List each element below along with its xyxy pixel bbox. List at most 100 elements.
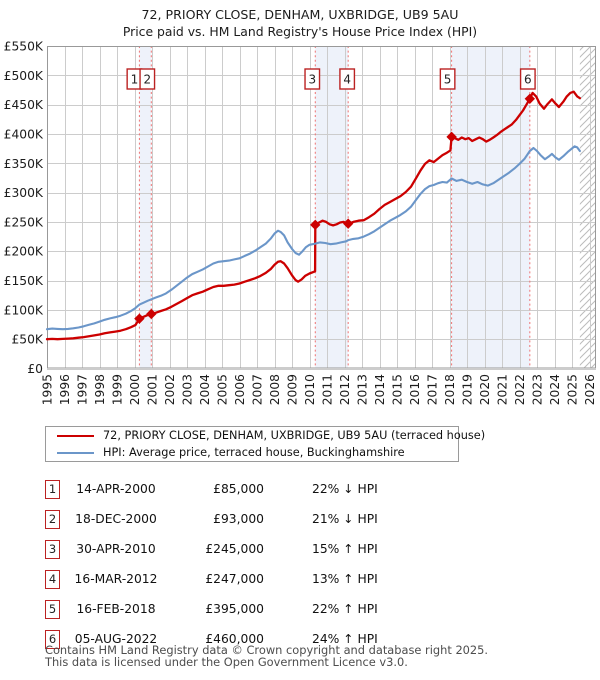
plot-border xyxy=(47,46,596,369)
x-tick-label: 2022 xyxy=(513,374,527,405)
sale-marker-box xyxy=(139,68,156,90)
x-tick-label: 2000 xyxy=(128,374,142,405)
x-tick-label: 2020 xyxy=(478,374,492,405)
sale-hpi-delta: 13% ↑ HPI xyxy=(312,572,378,586)
x-tick-label: 2019 xyxy=(461,374,475,405)
sale-marker-box xyxy=(304,68,321,90)
table-row: 1 14-APR-2000 £85,000 22% ↓ HPI xyxy=(45,474,585,504)
sale-marker-number: 4 xyxy=(45,569,60,589)
x-tick-label: 1999 xyxy=(111,374,125,405)
legend-item-property: 72, PRIORY CLOSE, DENHAM, UXBRIDGE, UB9 … xyxy=(46,428,485,443)
page-title: 72, PRIORY CLOSE, DENHAM, UXBRIDGE, UB9 … xyxy=(141,7,459,22)
x-tick-label: 2025 xyxy=(566,374,580,405)
table-row: 3 30-APR-2010 £245,000 15% ↑ HPI xyxy=(45,534,585,564)
sale-price: £460,000 xyxy=(205,632,264,646)
sale-date: 30-APR-2010 xyxy=(76,542,156,556)
y-tick-label: £400K xyxy=(4,127,44,141)
x-tick-label: 2007 xyxy=(251,374,265,405)
y-tick-label: £0 xyxy=(27,362,43,376)
sale-hpi-delta: 15% ↑ HPI xyxy=(312,542,378,556)
footer-line-2: This data is licensed under the Open Gov… xyxy=(45,654,408,669)
sale-hpi-delta: 22% ↓ HPI xyxy=(312,482,378,496)
sales-table: 1 14-APR-2000 £85,000 22% ↓ HPI 2 18-DEC… xyxy=(45,474,585,654)
x-tick-label: 2023 xyxy=(531,374,545,405)
sale-marker-box-label: 5 xyxy=(444,73,452,87)
table-row: 5 16-FEB-2018 £395,000 22% ↑ HPI xyxy=(45,594,585,624)
sale-period-band xyxy=(451,46,530,369)
sale-period-band xyxy=(315,46,349,369)
y-tick-label: £200K xyxy=(4,245,44,259)
sale-hpi-delta: 21% ↓ HPI xyxy=(312,512,378,526)
sale-date: 14-APR-2000 xyxy=(76,482,156,496)
sale-date: 18-DEC-2000 xyxy=(75,512,157,526)
legend-line-sample-hpi xyxy=(57,451,94,454)
x-tick-label: 2011 xyxy=(321,374,335,405)
x-tick-label: 2024 xyxy=(548,374,562,405)
sale-point-marker xyxy=(146,308,157,320)
series-line-hpi xyxy=(45,145,581,331)
y-tick-label: £150K xyxy=(4,274,44,288)
x-tick-label: 2018 xyxy=(443,374,457,405)
sale-price: £247,000 xyxy=(205,572,264,586)
y-tick-label: £450K xyxy=(4,98,44,112)
sale-date: 16-FEB-2018 xyxy=(76,602,156,616)
x-tick-label: 2026 xyxy=(583,374,597,405)
sale-marker-number: 5 xyxy=(45,599,60,619)
sale-point-marker xyxy=(342,218,354,229)
x-tick-label: 2013 xyxy=(356,374,370,405)
legend-item-hpi: HPI: Average price, terraced house, Buck… xyxy=(46,445,458,460)
x-tick-label: 2002 xyxy=(163,374,177,405)
sale-point-marker xyxy=(310,219,321,231)
y-tick-label: £50K xyxy=(11,333,43,347)
sale-marker-box xyxy=(439,68,456,90)
x-tick-label: 1996 xyxy=(58,374,72,405)
x-tick-label: 1997 xyxy=(76,374,90,405)
page-subtitle: Price paid vs. HM Land Registry's House … xyxy=(122,24,478,39)
x-tick-label: 2015 xyxy=(391,374,405,405)
x-tick-label: 2006 xyxy=(233,374,247,405)
y-tick-label: £550K xyxy=(4,40,44,54)
y-tick-label: £500K xyxy=(4,69,44,83)
x-tick-label: 2016 xyxy=(408,374,422,405)
sale-marker-number: 6 xyxy=(45,629,60,649)
x-tick-label: 2021 xyxy=(496,374,510,405)
legend-label-hpi: HPI: Average price, terraced house, Buck… xyxy=(103,446,405,459)
sale-price: £245,000 xyxy=(205,542,264,556)
sale-marker-box-label: 6 xyxy=(524,73,532,87)
y-tick-label: £100K xyxy=(4,303,44,317)
sale-marker-box-label: 2 xyxy=(143,73,151,87)
x-tick-label: 2003 xyxy=(181,374,195,405)
table-row: 2 18-DEC-2000 £93,000 21% ↓ HPI xyxy=(45,504,585,534)
x-tick-label: 2009 xyxy=(286,374,300,405)
table-row: 6 05-AUG-2022 £460,000 24% ↑ HPI xyxy=(45,624,585,654)
sale-price: £85,000 xyxy=(213,482,264,496)
price-chart: 1 2 3 4 5 6 £0 £50K £100K £150K £200K £250K £300K £35… xyxy=(4,40,597,406)
sale-marker-number: 2 xyxy=(45,509,60,529)
y-tick-label: £350K xyxy=(4,157,44,171)
license-footer: Contains HM Land Registry data © Crown c… xyxy=(45,643,585,669)
y-tick-label: £250K xyxy=(4,215,44,229)
x-tick-label: 2010 xyxy=(303,374,317,405)
sale-point-marker xyxy=(524,93,536,104)
table-row: 4 16-MAR-2012 £247,000 13% ↑ HPI xyxy=(45,564,585,594)
sale-marker-box-label: 1 xyxy=(131,73,139,87)
x-tick-label: 2004 xyxy=(198,374,212,405)
sale-price: £93,000 xyxy=(213,512,264,526)
sale-hpi-delta: 22% ↑ HPI xyxy=(312,602,378,616)
sale-period-band xyxy=(139,46,152,369)
sale-marker-number: 3 xyxy=(45,539,60,559)
sale-marker-number: 1 xyxy=(45,479,60,499)
y-tick-label: £300K xyxy=(4,186,44,200)
x-tick-label: 1998 xyxy=(93,374,107,405)
sale-marker-box xyxy=(339,68,356,90)
x-tick-label: 2008 xyxy=(268,374,282,405)
sale-marker-box xyxy=(519,68,536,90)
sale-point-marker xyxy=(134,313,145,324)
legend-box: 72, PRIORY CLOSE, DENHAM, UXBRIDGE, UB9 … xyxy=(45,426,485,462)
footer-line-1: Contains HM Land Registry data © Crown c… xyxy=(45,643,489,657)
sale-marker-box-label: 3 xyxy=(308,73,316,87)
x-tick-label: 2001 xyxy=(146,374,160,405)
sale-hpi-delta: 24% ↑ HPI xyxy=(312,632,378,646)
sale-price: £395,000 xyxy=(205,602,264,616)
